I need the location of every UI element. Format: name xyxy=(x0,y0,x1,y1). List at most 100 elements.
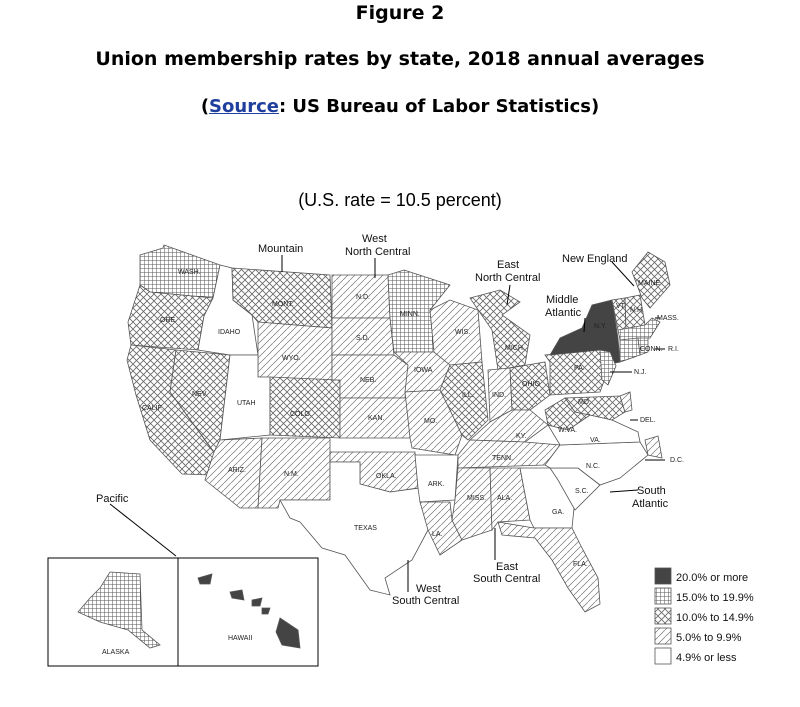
legend-label-2: 15.0% to 19.9% xyxy=(676,592,754,604)
label-ca: CALIF. xyxy=(142,405,163,412)
legend-label-5: 4.9% or less xyxy=(676,652,737,664)
state-mi xyxy=(469,289,531,371)
label-sd: S.D. xyxy=(356,335,370,342)
legend-swatch-4 xyxy=(654,627,672,645)
label-oh: OHIO xyxy=(522,381,540,388)
figure-label: Figure 2 xyxy=(355,2,445,24)
state-ri xyxy=(637,337,649,356)
state-il xyxy=(439,361,489,441)
label-ak: ALASKA xyxy=(102,649,130,656)
region-esc-1: East xyxy=(496,561,518,573)
label-pa: PA. xyxy=(574,365,585,372)
label-wv: W.VA. xyxy=(558,427,577,434)
label-in: IND. xyxy=(492,392,506,399)
label-ga: GA. xyxy=(552,509,564,516)
state-labels: WASH. ORE. CALIF. NEV. IDAHO MONT. WYO. … xyxy=(102,269,684,656)
label-ok: OKLA. xyxy=(376,473,397,480)
region-labels: Pacific Mountain West North Central East… xyxy=(96,233,669,607)
label-mi: MICH. xyxy=(505,345,525,352)
label-va: VA. xyxy=(590,437,601,444)
region-wnc-1: West xyxy=(362,233,387,245)
region-ne: New England xyxy=(562,253,627,265)
source-line: (Source: US Bureau of Labor Statistics) xyxy=(0,96,800,117)
label-tn: TENN. xyxy=(492,455,513,462)
label-de: DEL. xyxy=(640,417,656,424)
state-hi-2 xyxy=(229,589,245,601)
legend-swatch-3 xyxy=(654,607,672,625)
label-wi: WIS. xyxy=(455,329,470,336)
label-nm: N.M. xyxy=(284,471,299,478)
region-sa-2: Atlantic xyxy=(632,498,669,510)
region-sa-1: South xyxy=(637,485,666,497)
label-nc: N.C. xyxy=(586,463,600,470)
region-pacific: Pacific xyxy=(96,493,129,505)
label-tx: TEXAS xyxy=(354,525,377,532)
state-fl xyxy=(497,521,601,613)
state-wy xyxy=(257,321,333,381)
label-mo: MO. xyxy=(424,418,437,425)
region-ma-1: Middle xyxy=(546,294,578,306)
label-md: MD. xyxy=(578,399,591,406)
label-ky: KY. xyxy=(516,433,526,440)
state-tn xyxy=(457,439,561,469)
leader-lines xyxy=(109,255,665,592)
label-ks: KAN. xyxy=(368,415,384,422)
label-me: MAINE xyxy=(638,280,661,287)
label-mt: MONT. xyxy=(272,301,294,308)
label-co: COLO. xyxy=(290,411,312,418)
inset-frame-hawaii xyxy=(177,557,319,667)
region-mountain: Mountain xyxy=(258,243,303,255)
label-il: ILL. xyxy=(462,392,474,399)
state-al xyxy=(489,467,531,532)
label-id: IDAHO xyxy=(218,329,241,336)
label-az: ARIZ. xyxy=(228,467,246,474)
state-ar xyxy=(414,454,459,503)
state-dc xyxy=(644,435,663,459)
region-wsc-2: South Central xyxy=(392,595,459,607)
us-rate-note: (U.S. rate = 10.5 percent) xyxy=(298,190,502,210)
state-ct xyxy=(619,337,641,363)
region-ma-2: Atlantic xyxy=(545,307,582,319)
state-co xyxy=(269,376,341,439)
region-wnc-2: North Central xyxy=(345,246,410,258)
label-la: LA. xyxy=(432,531,443,538)
legend: 20.0% or more 15.0% to 19.9% 10.0% to 14… xyxy=(654,567,754,665)
label-nh: N.H. xyxy=(630,307,644,314)
legend-label-3: 10.0% to 14.9% xyxy=(676,612,754,624)
label-sc: S.C. xyxy=(575,488,589,495)
region-wsc-1: West xyxy=(416,583,441,595)
state-hi-3 xyxy=(251,597,263,607)
source-link[interactable]: Source xyxy=(209,96,279,117)
state-ak xyxy=(77,571,161,649)
state-ny xyxy=(549,299,621,366)
label-wy: WYO. xyxy=(282,355,301,362)
label-or: ORE. xyxy=(160,317,177,324)
label-ri: R.I. xyxy=(668,346,679,353)
legend-swatch-2 xyxy=(654,587,672,605)
legend-swatch-5 xyxy=(654,647,672,665)
label-ar: ARK. xyxy=(428,481,444,488)
label-ne: NEB. xyxy=(360,377,376,384)
label-fl: FLA. xyxy=(573,561,588,568)
label-al: ALA. xyxy=(497,495,512,502)
page-title: Union membership rates by state, 2018 an… xyxy=(95,48,705,70)
state-de xyxy=(619,391,633,413)
label-wa: WASH. xyxy=(178,269,201,276)
label-mass: MASS. xyxy=(657,315,679,322)
state-hi-1 xyxy=(197,573,213,585)
state-oh xyxy=(509,361,551,411)
source-suffix: : US Bureau of Labor Statistics) xyxy=(278,96,600,117)
label-hi: HAWAII xyxy=(228,635,252,642)
label-ia: IOWA xyxy=(414,367,433,374)
state-pa xyxy=(544,349,609,396)
label-dc: D.C. xyxy=(670,457,684,464)
label-ct: CONN. xyxy=(640,346,663,353)
label-nd: N.D. xyxy=(356,294,370,301)
legend-swatch-1 xyxy=(654,567,672,585)
region-esc-2: South Central xyxy=(473,573,540,585)
label-nj: N.J. xyxy=(634,369,647,376)
state-tx xyxy=(279,461,429,596)
state-hi-5 xyxy=(275,617,301,649)
state-me xyxy=(631,251,671,309)
state-ms xyxy=(451,467,493,541)
